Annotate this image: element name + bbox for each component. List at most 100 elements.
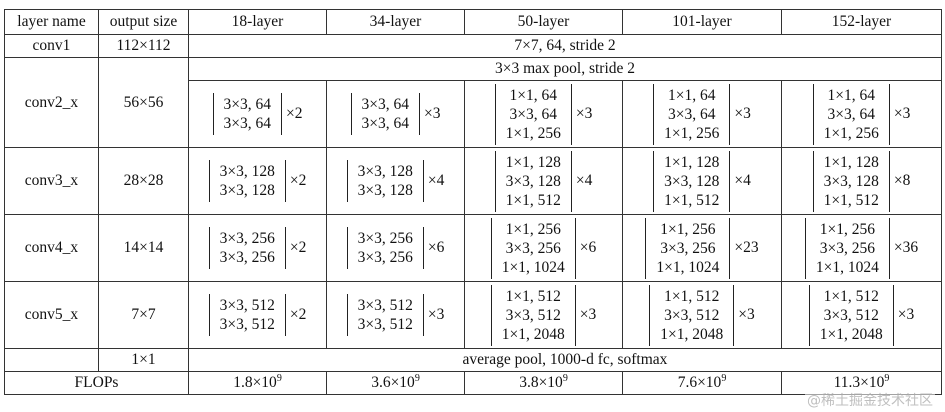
layer-name-cell: conv1 bbox=[4, 34, 99, 58]
residual-block: 1×1, 64 3×3, 64 1×1, 256 ×3 bbox=[812, 83, 910, 145]
block-layer-spec: 3×3, 512 bbox=[505, 306, 561, 324]
flops-cell: 1.8×109 bbox=[188, 371, 327, 395]
block-layer-spec: 3×3, 128 bbox=[219, 163, 275, 180]
flops-cell: 3.8×109 bbox=[464, 371, 623, 395]
block-bracket: 1×1, 512 3×3, 512 1×1, 2048 bbox=[808, 284, 894, 346]
output-size-cell: 14×14 bbox=[98, 214, 189, 282]
block-bracket: 1×1, 64 3×3, 64 1×1, 256 bbox=[812, 83, 891, 145]
block-cell: 1×1, 128 3×3, 128 1×1, 512 ×8 bbox=[781, 147, 942, 215]
block-bracket: 3×3, 128 3×3, 128 bbox=[346, 160, 425, 202]
output-size-cell: 112×112 bbox=[98, 34, 189, 58]
residual-block: 1×1, 256 3×3, 256 1×1, 1024 ×23 bbox=[645, 217, 759, 279]
block-layer-spec: 1×1, 512 bbox=[505, 191, 561, 209]
block-layer-spec: 3×3, 64 bbox=[827, 105, 876, 123]
flops-label-cell: FLOPs bbox=[4, 371, 189, 395]
header-cell: 101-layer bbox=[622, 9, 782, 35]
block-cell: 1×1, 128 3×3, 128 1×1, 512 ×4 bbox=[464, 147, 623, 215]
block-layer-spec: 3×3, 128 bbox=[505, 172, 561, 190]
block-multiplier: ×36 bbox=[893, 239, 919, 256]
residual-block: 3×3, 64 3×3, 64 ×3 bbox=[350, 93, 441, 135]
block-bracket: 3×3, 256 3×3, 256 bbox=[346, 227, 425, 269]
layer-name-cell: conv3_x bbox=[4, 147, 99, 215]
block-cell: 3×3, 128 3×3, 128 ×4 bbox=[326, 147, 465, 215]
block-cell: 3×3, 64 3×3, 64 ×2 bbox=[188, 80, 327, 148]
block-multiplier: ×8 bbox=[893, 172, 911, 189]
block-bracket: 1×1, 512 3×3, 512 1×1, 2048 bbox=[649, 284, 735, 346]
block-bracket: 3×3, 64 3×3, 64 bbox=[212, 93, 282, 135]
flops-exponent: 9 bbox=[884, 372, 890, 384]
block-layer-spec: 3×3, 64 bbox=[361, 96, 410, 113]
block-layer-spec: 3×3, 512 bbox=[219, 297, 275, 314]
conv5-row: conv5_x 7×7 3×3, 512 3×3, 512 ×2 3×3, 512 3×… bbox=[4, 281, 942, 349]
block-layer-spec: 3×3, 256 bbox=[219, 230, 275, 247]
block-cell: 1×1, 128 3×3, 128 1×1, 512 ×4 bbox=[622, 147, 782, 215]
block-layer-spec: 3×3, 512 bbox=[823, 306, 879, 324]
block-layer-spec: 1×1, 256 bbox=[505, 220, 561, 238]
block-bracket: 1×1, 128 3×3, 128 1×1, 512 bbox=[494, 150, 573, 212]
block-layer-spec: 1×1, 256 bbox=[660, 220, 716, 238]
block-layer-spec: 1×1, 64 bbox=[827, 86, 876, 104]
conv2-pool-row: conv2_x 56×56 3×3 max pool, stride 2 bbox=[4, 57, 942, 148]
block-multiplier: ×2 bbox=[289, 239, 307, 256]
block-bracket: 1×1, 256 3×3, 256 1×1, 1024 bbox=[490, 217, 576, 279]
header-row: layer name output size 18-layer 34-layer… bbox=[4, 9, 942, 35]
conv3-row: conv3_x 28×28 3×3, 128 3×3, 128 ×2 3×3, 128… bbox=[4, 147, 942, 215]
block-layer-spec: 1×1, 1024 bbox=[501, 258, 565, 276]
block-layer-spec: 3×3, 512 bbox=[219, 316, 275, 333]
block-layer-spec: 3×3, 512 bbox=[664, 306, 720, 324]
watermark: @稀土掘金技术社区 bbox=[805, 390, 935, 410]
block-layer-spec: 1×1, 2048 bbox=[660, 325, 724, 343]
block-multiplier: ×6 bbox=[579, 239, 597, 256]
architecture-table: layer name output size 18-layer 34-layer… bbox=[4, 9, 942, 395]
layer-name-cell bbox=[4, 348, 99, 372]
block-layer-spec: 3×3, 64 bbox=[223, 96, 272, 113]
residual-block: 3×3, 256 3×3, 256 ×6 bbox=[346, 227, 445, 269]
block-layer-spec: 1×1, 2048 bbox=[501, 325, 565, 343]
layer-name-cell: conv2_x bbox=[4, 57, 99, 148]
block-multiplier: ×6 bbox=[427, 239, 445, 256]
flops-mantissa: 3.8×10 bbox=[519, 374, 563, 391]
header-cell: 18-layer bbox=[188, 9, 327, 35]
residual-block: 1×1, 128 3×3, 128 1×1, 512 ×8 bbox=[812, 150, 911, 212]
block-cell: 1×1, 512 3×3, 512 1×1, 2048 ×3 bbox=[622, 281, 782, 349]
block-layer-spec: 3×3, 256 bbox=[660, 239, 716, 257]
final-layer-row: 1×1 average pool, 1000-d fc, softmax bbox=[4, 348, 942, 372]
flops-cell: 7.6×109 bbox=[622, 371, 782, 395]
block-layer-spec: 3×3, 512 bbox=[357, 316, 413, 333]
block-cell: 1×1, 64 3×3, 64 1×1, 256 ×3 bbox=[464, 80, 623, 148]
block-layer-spec: 3×3, 512 bbox=[357, 297, 413, 314]
block-layer-spec: 3×3, 128 bbox=[219, 182, 275, 199]
block-layer-spec: 3×3, 256 bbox=[819, 239, 875, 257]
block-layer-spec: 3×3, 128 bbox=[357, 182, 413, 199]
layer-name-cell: conv5_x bbox=[4, 281, 99, 349]
output-size-cell: 56×56 bbox=[98, 57, 189, 148]
residual-block: 3×3, 64 3×3, 64 ×2 bbox=[212, 93, 303, 135]
flops-mantissa: 7.6×10 bbox=[677, 374, 722, 391]
block-layer-spec: 3×3, 64 bbox=[668, 105, 716, 123]
residual-block: 1×1, 64 3×3, 64 1×1, 256 ×3 bbox=[494, 83, 593, 145]
block-layer-spec: 1×1, 64 bbox=[509, 86, 558, 104]
block-multiplier: ×3 bbox=[897, 306, 915, 323]
final-spec-cell: average pool, 1000-d fc, softmax bbox=[188, 348, 942, 372]
block-cell: 3×3, 512 3×3, 512 ×3 bbox=[326, 281, 465, 349]
block-cell: 3×3, 512 3×3, 512 ×2 bbox=[188, 281, 327, 349]
residual-block: 1×1, 64 3×3, 64 1×1, 256 ×3 bbox=[653, 83, 751, 145]
block-layer-spec: 1×1, 512 bbox=[823, 287, 879, 305]
output-size-cell: 1×1 bbox=[98, 348, 189, 372]
residual-block: 1×1, 512 3×3, 512 1×1, 2048 ×3 bbox=[808, 284, 915, 346]
block-bracket: 3×3, 512 3×3, 512 bbox=[208, 294, 287, 336]
block-multiplier: ×3 bbox=[575, 105, 593, 122]
residual-block: 1×1, 256 3×3, 256 1×1, 1024 ×6 bbox=[490, 217, 597, 279]
flops-mantissa: 11.3×10 bbox=[833, 374, 885, 391]
block-layer-spec: 1×1, 1024 bbox=[815, 258, 879, 276]
residual-block: 3×3, 512 3×3, 512 ×2 bbox=[208, 294, 306, 336]
block-layer-spec: 1×1, 64 bbox=[668, 86, 716, 104]
block-layer-spec: 3×3, 64 bbox=[223, 115, 272, 132]
output-size-cell: 28×28 bbox=[98, 147, 189, 215]
block-cell: 1×1, 256 3×3, 256 1×1, 1024 ×23 bbox=[622, 214, 782, 282]
block-layer-spec: 3×3, 256 bbox=[219, 249, 275, 266]
block-layer-spec: 1×1, 2048 bbox=[819, 325, 883, 343]
block-layer-spec: 3×3, 128 bbox=[664, 172, 720, 190]
block-bracket: 1×1, 64 3×3, 64 1×1, 256 bbox=[494, 83, 573, 145]
